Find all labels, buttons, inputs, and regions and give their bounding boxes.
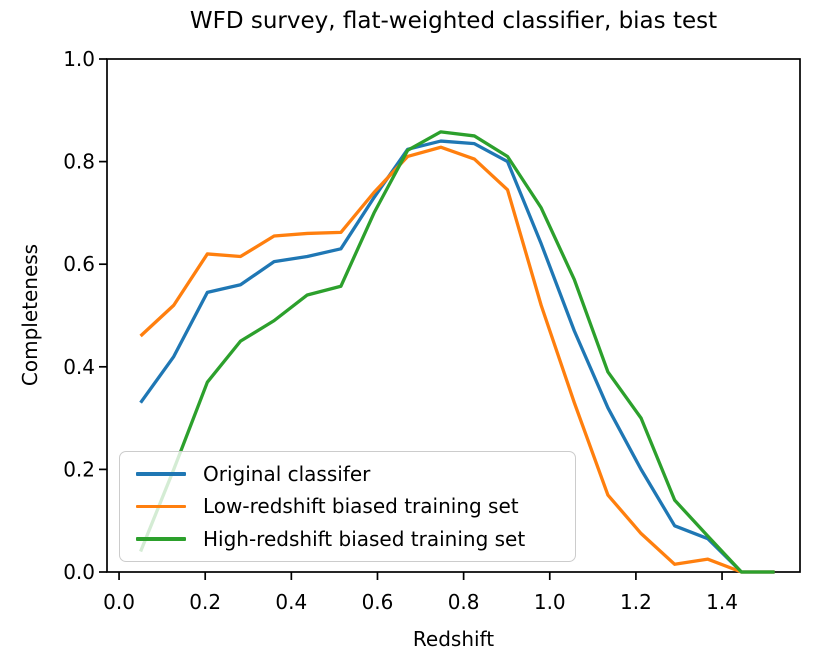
series-line-2 xyxy=(139,130,775,574)
y-tick-label: 0.2 xyxy=(63,457,95,481)
y-tick-label: 0.6 xyxy=(63,252,95,276)
x-tick-label: 0.6 xyxy=(362,590,394,614)
y-axis-label: Completeness xyxy=(18,243,42,387)
legend-label-original: Original classifer xyxy=(203,462,371,487)
legend-item-low-redshift: Low-redshift biased training set xyxy=(128,491,567,521)
legend-swatch-original-icon xyxy=(136,472,186,476)
x-axis-label: Redshift xyxy=(412,627,495,651)
y-tick-label: 0.0 xyxy=(63,560,95,584)
legend: Original classifer Low-redshift biased t… xyxy=(119,451,576,562)
y-tick-label: 0.4 xyxy=(63,355,95,379)
series-line-1 xyxy=(139,145,775,574)
legend-swatch-low-redshift-icon xyxy=(136,504,186,509)
x-tick-label: 1.0 xyxy=(534,590,566,614)
chart-title: WFD survey, flat-weighted classifier, bi… xyxy=(189,8,718,34)
series-line-0 xyxy=(139,139,775,574)
legend-item-original: Original classifer xyxy=(128,459,567,489)
x-tick-label: 0.4 xyxy=(275,590,307,614)
x-tick-label: 0.2 xyxy=(189,590,221,614)
legend-swatch-high-redshift-icon xyxy=(136,537,186,541)
y-tick-label: 1.0 xyxy=(63,47,95,71)
legend-item-high-redshift: High-redshift biased training set xyxy=(128,524,567,554)
x-tick-label: 0.0 xyxy=(103,590,135,614)
legend-label-high-redshift: High-redshift biased training set xyxy=(203,526,526,551)
axes-frame xyxy=(106,58,801,573)
legend-label-low-redshift: Low-redshift biased training set xyxy=(203,494,519,519)
y-tick-label: 0.8 xyxy=(63,150,95,174)
x-tick-label: 0.8 xyxy=(448,590,480,614)
x-tick-label: 1.2 xyxy=(620,590,652,614)
x-tick-label: 1.4 xyxy=(706,590,738,614)
